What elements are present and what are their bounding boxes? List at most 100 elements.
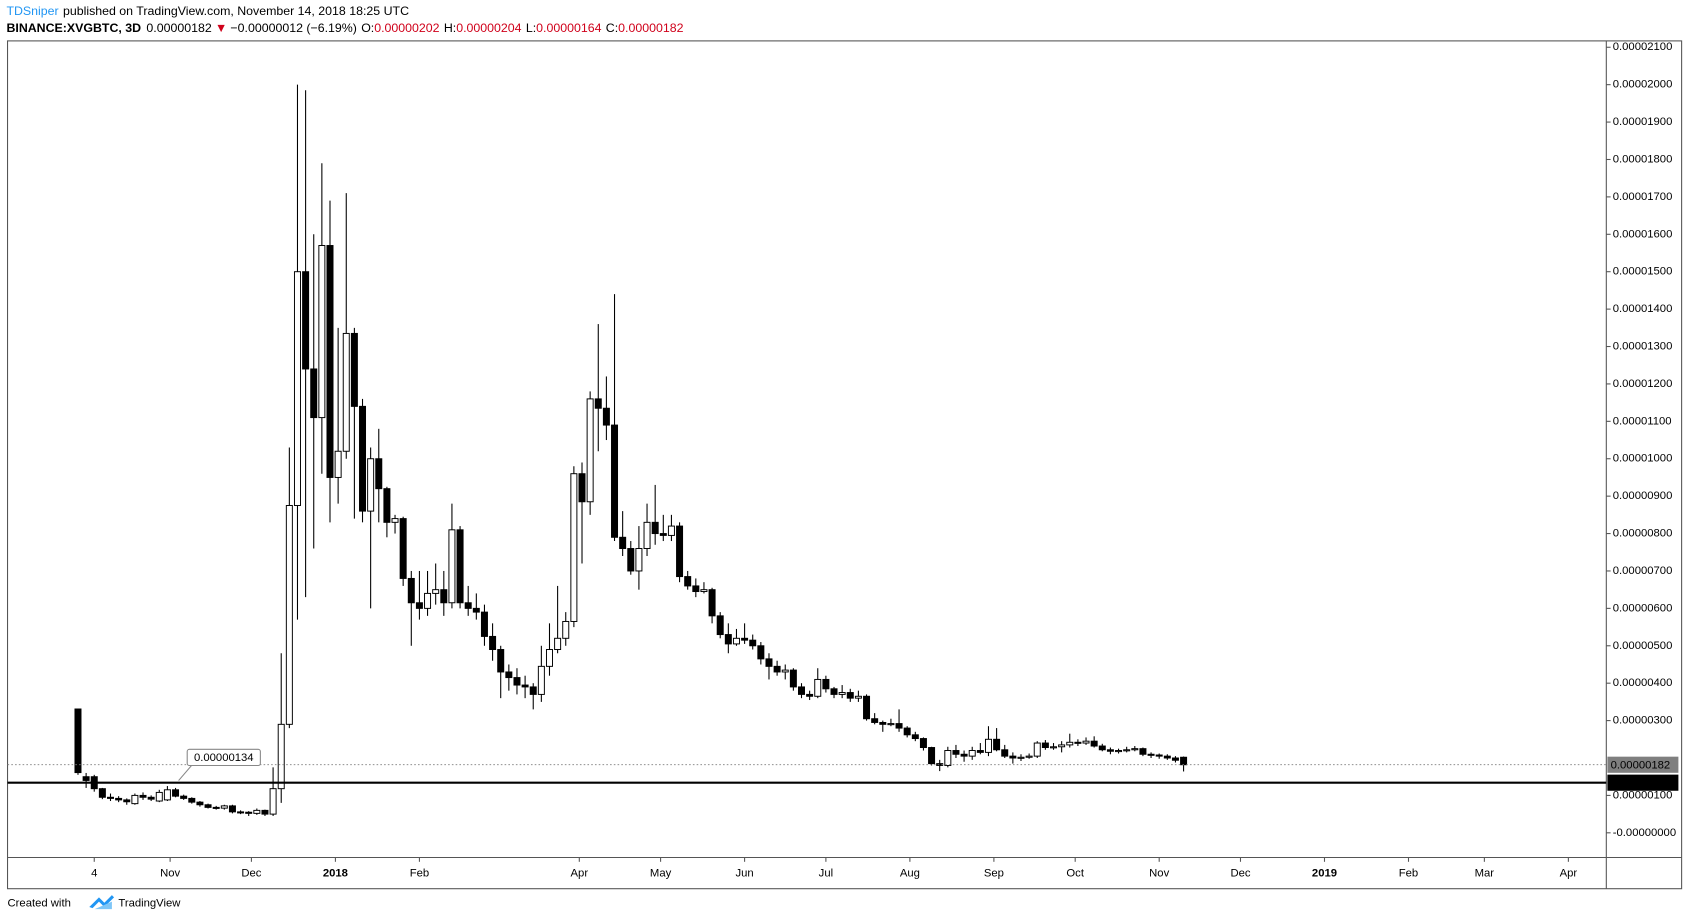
candle-body <box>838 692 846 695</box>
x-tick-label: Nov <box>160 868 180 880</box>
callout-box <box>186 748 261 767</box>
y-tick-label: 0.00000300 <box>1613 715 1673 727</box>
price-tag <box>1607 756 1679 773</box>
candle-body <box>716 615 724 636</box>
candle-body <box>749 639 757 647</box>
candle-body <box>253 809 261 814</box>
candle-body <box>960 753 968 757</box>
x-tick-label: Jun <box>735 868 753 880</box>
candle-body <box>212 806 220 809</box>
candle-body <box>684 576 692 587</box>
footer-created: Created with <box>8 898 71 910</box>
candle-body <box>155 791 163 802</box>
ohlc-label: H: <box>444 21 456 35</box>
candle-body <box>602 407 610 426</box>
header-line-2: BINANCE:XVGBTC, 3D 0.00000182 ▼ −0.00000012… <box>6 21 683 35</box>
candle-body <box>359 405 367 512</box>
candle-body <box>172 789 180 797</box>
y-tick-label: 0.00001700 <box>1613 191 1673 203</box>
candle-body <box>537 665 545 695</box>
candle-body <box>310 368 318 419</box>
candle-body <box>968 750 976 757</box>
candle-body <box>147 796 155 800</box>
candle-body <box>180 795 188 799</box>
candle-body <box>228 805 236 813</box>
candle-body <box>919 738 927 749</box>
candle-body <box>1009 755 1017 759</box>
candle-body <box>594 398 602 409</box>
candle-body <box>383 488 391 523</box>
candle-body <box>952 750 960 755</box>
y-tick-label: 0.00001000 <box>1613 453 1673 465</box>
candle-body <box>123 799 131 803</box>
candle-body <box>1163 755 1171 759</box>
candle-body <box>1001 749 1009 757</box>
ohlc-value: 0.00000204 <box>456 21 521 35</box>
y-tick-label: 0.00000500 <box>1613 640 1673 652</box>
candle-body <box>188 797 196 803</box>
y-tick-label: 0.00000900 <box>1613 490 1673 502</box>
x-tick-label: Nov <box>1149 868 1169 880</box>
price-tag <box>1607 774 1679 791</box>
candle-body <box>82 776 90 781</box>
candle-body <box>700 589 708 593</box>
candle-body <box>1171 757 1179 761</box>
candle-body <box>220 805 228 809</box>
candle-body <box>107 796 114 799</box>
y-tick-label: 0.00002100 <box>1613 41 1673 53</box>
candle-body <box>911 734 919 740</box>
candle-body <box>611 424 619 538</box>
x-tick-label: Dec <box>241 868 261 880</box>
y-tick-label: 0.00000100 <box>1613 789 1673 801</box>
candle-body <box>277 723 285 790</box>
candle-body <box>163 789 171 801</box>
candle-body <box>440 589 448 604</box>
candle-body <box>237 811 245 814</box>
y-tick-label: 0.00001800 <box>1613 153 1673 165</box>
candle-body <box>562 620 570 639</box>
author: TDSniper <box>6 4 58 18</box>
footer-brand: TradingView <box>118 898 181 910</box>
candle-body <box>424 592 432 609</box>
candle-body <box>497 649 505 673</box>
x-tick-label: 2018 <box>323 868 348 880</box>
candle-body <box>1098 745 1106 751</box>
candle-body <box>415 602 423 609</box>
x-tick-label: Sep <box>984 868 1004 880</box>
candle-body <box>480 611 488 637</box>
candle-body <box>676 525 684 578</box>
candle-body <box>1058 744 1066 748</box>
frame <box>6 40 1683 890</box>
candle-body <box>1139 748 1147 755</box>
x-tick-label: Apr <box>1560 868 1578 880</box>
x-tick-label: 4 <box>91 868 97 880</box>
candle-body <box>993 738 1001 751</box>
candle-body <box>342 332 350 452</box>
y-tick-label: 0.00001900 <box>1613 116 1673 128</box>
candle-body <box>1131 748 1139 751</box>
candle-body <box>293 271 301 506</box>
candle-body <box>505 671 513 679</box>
price-tag-label: 0.00000182 <box>1611 759 1671 771</box>
candle-body <box>667 525 675 536</box>
price-tag-label: 0.00000134 <box>1611 777 1671 789</box>
candle-body <box>407 577 415 604</box>
candle-body <box>261 809 269 815</box>
candle-body <box>1025 755 1033 758</box>
candle-body <box>1050 746 1058 749</box>
candle-body <box>456 529 464 604</box>
candle-body <box>554 637 562 651</box>
candle-body <box>204 804 212 808</box>
candle-body <box>741 637 749 641</box>
ohlc-value: 0.00000164 <box>536 21 601 35</box>
candle-body <box>1041 742 1049 749</box>
candle-body <box>1147 753 1155 756</box>
candle-body <box>798 686 805 695</box>
candle-body <box>432 589 440 594</box>
candle-body <box>196 801 204 806</box>
candle-body <box>659 533 667 536</box>
x-tick-label: Dec <box>1230 868 1250 880</box>
candle-body <box>326 245 334 478</box>
x-tick-label: Feb <box>410 868 429 880</box>
candle-body <box>399 518 407 579</box>
